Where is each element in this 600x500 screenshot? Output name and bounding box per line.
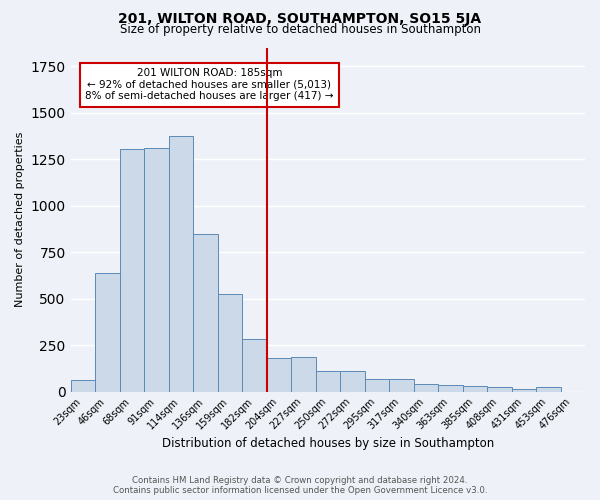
- Bar: [487, 388, 512, 392]
- X-axis label: Distribution of detached houses by size in Southampton: Distribution of detached houses by size …: [161, 437, 494, 450]
- Bar: [169, 136, 193, 392]
- Bar: [218, 294, 242, 392]
- Y-axis label: Number of detached properties: Number of detached properties: [15, 132, 25, 307]
- Bar: [512, 389, 536, 392]
- Text: 201, WILTON ROAD, SOUTHAMPTON, SO15 5JA: 201, WILTON ROAD, SOUTHAMPTON, SO15 5JA: [118, 12, 482, 26]
- Text: 201 WILTON ROAD: 185sqm
← 92% of detached houses are smaller (5,013)
8% of semi-: 201 WILTON ROAD: 185sqm ← 92% of detache…: [85, 68, 334, 102]
- Bar: [438, 385, 463, 392]
- Bar: [463, 386, 487, 392]
- Bar: [413, 384, 438, 392]
- Bar: [536, 388, 560, 392]
- Bar: [95, 273, 119, 392]
- Bar: [71, 380, 95, 392]
- Bar: [193, 234, 218, 392]
- Bar: [365, 378, 389, 392]
- Text: Size of property relative to detached houses in Southampton: Size of property relative to detached ho…: [119, 22, 481, 36]
- Bar: [119, 149, 144, 392]
- Bar: [340, 371, 365, 392]
- Text: Contains HM Land Registry data © Crown copyright and database right 2024.
Contai: Contains HM Land Registry data © Crown c…: [113, 476, 487, 495]
- Bar: [266, 358, 291, 392]
- Bar: [389, 378, 413, 392]
- Bar: [144, 148, 169, 392]
- Bar: [242, 338, 266, 392]
- Bar: [316, 371, 340, 392]
- Bar: [291, 357, 316, 392]
